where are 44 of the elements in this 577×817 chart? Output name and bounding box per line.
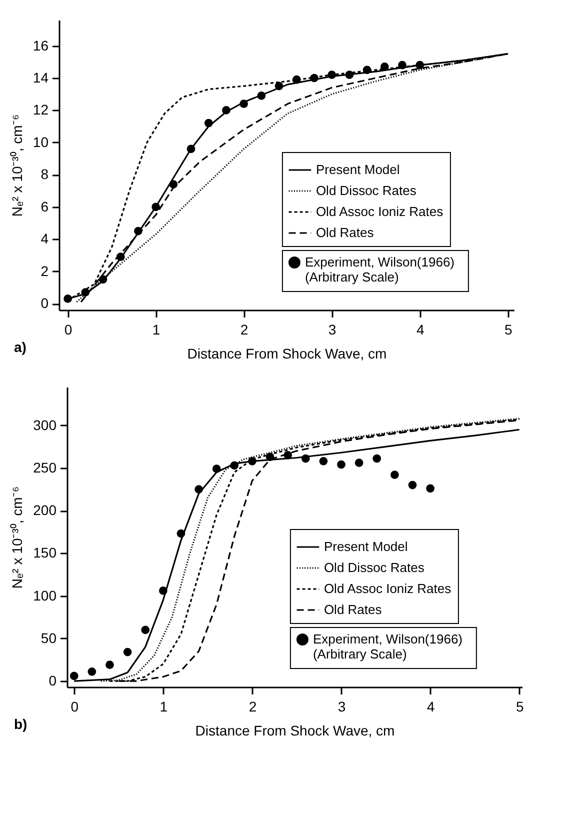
- x-tick-label: 2: [248, 698, 257, 714]
- legend-label: Present Model: [324, 539, 408, 554]
- x-tick-label: 1: [152, 322, 160, 338]
- x-tick-label: 2: [240, 322, 248, 338]
- y-tick-label: 300: [33, 416, 57, 433]
- y-tick-label: 12: [32, 102, 49, 118]
- x-axis-title: Distance From Shock Wave, cm: [187, 346, 387, 362]
- legend-label: Old Assoc Ioniz Rates: [316, 204, 444, 219]
- text: a): [14, 339, 26, 355]
- y-tick-label: 4: [40, 230, 49, 247]
- legend-label: Experiment, Wilson(1966) (Arbitrary Scale): [312, 632, 463, 662]
- text: b): [14, 716, 28, 732]
- x-tick-label: 3: [338, 698, 346, 714]
- y-axis-title: Nₑ² x 10⁻³⁰, cm⁻⁶: [8, 114, 25, 217]
- y-tick-label: 14: [32, 70, 49, 86]
- x-tick-label: 4: [416, 322, 424, 338]
- x-tick-label: 3: [328, 322, 336, 338]
- legend-label: Old Rates: [316, 225, 374, 240]
- x-axis-title: Distance From Shock Wave, cm: [195, 722, 395, 738]
- y-tick-label: 16: [32, 37, 49, 54]
- legend-label: Present Model: [316, 162, 400, 177]
- y-tick-label: 250: [33, 459, 57, 476]
- legend-label: Old Dissoc Rates: [316, 183, 417, 198]
- x-tick-label: 1: [160, 698, 168, 714]
- y-tick-label: 10: [32, 134, 49, 150]
- y-tick-label: 200: [33, 502, 57, 518]
- y-tick-label: 100: [33, 587, 57, 604]
- y-tick-label: 150: [33, 544, 57, 561]
- x-tick-label: 0: [70, 698, 79, 714]
- y-tick-label: 0: [48, 672, 57, 689]
- y-axis-title: Nₑ² x 10⁻³⁰, cm⁻⁶: [9, 486, 26, 589]
- x-tick-label: 5: [504, 322, 512, 338]
- legend-label: Old Assoc Ioniz Rates: [324, 581, 452, 596]
- y-tick-label: 8: [40, 166, 49, 182]
- x-tick-label: 5: [516, 698, 524, 714]
- x-tick-label: 0: [64, 322, 72, 338]
- y-tick-label: 0: [40, 295, 49, 312]
- legend-label: Old Dissoc Rates: [324, 560, 425, 575]
- y-tick-label: 2: [40, 262, 49, 279]
- legend-label: Old Rates: [324, 602, 382, 617]
- legend-label: Experiment, Wilson(1966) (Arbitrary Scale): [304, 254, 455, 284]
- x-tick-label: 4: [426, 698, 435, 714]
- y-tick-label: 50: [40, 630, 57, 646]
- y-tick-label: 6: [40, 198, 49, 214]
